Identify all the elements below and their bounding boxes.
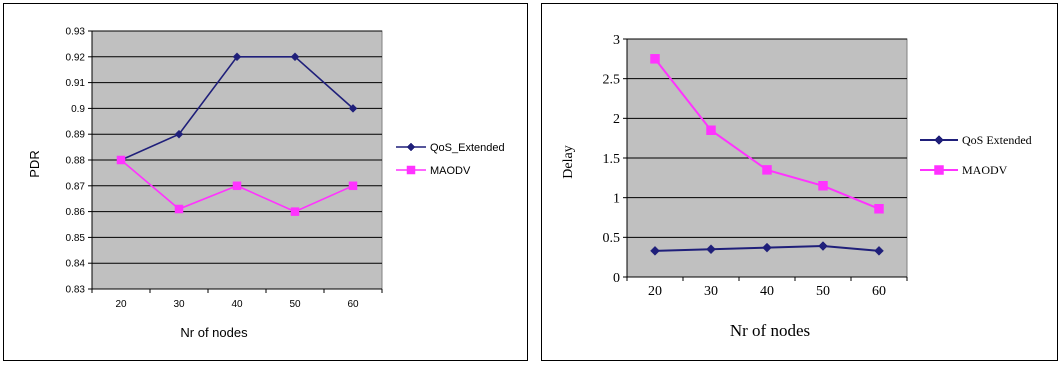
series-qos-extended [116, 52, 358, 165]
data-point [706, 244, 716, 255]
data-point [290, 52, 300, 62]
legend-label: QoS_Extended [430, 142, 505, 154]
legend-marker [934, 165, 944, 175]
y-tick-label: 0.89 [66, 130, 86, 141]
x-tick-label: 60 [347, 299, 359, 310]
data-point [762, 165, 772, 175]
data-point [818, 241, 828, 251]
x-tick-label: 20 [648, 284, 662, 299]
y-tick-label: 0.5 [603, 231, 621, 246]
pdr-chart-panel: 0.83 0.84 0.85 0.86 0.87 0.88 0.89 0.9 0.91 0.92 0… [3, 3, 528, 361]
y-axis-title: PDR [27, 150, 42, 177]
x-tick-label: 20 [115, 299, 127, 310]
series-maodv [650, 54, 884, 214]
delay-chart-panel: 0 0.5 1 1.5 2 2.5 3 20 30 40 50 60 Nr of nodes Delay Q… [541, 3, 1058, 361]
data-point [762, 242, 772, 253]
data-point [874, 245, 884, 256]
y-tick-label: 0.85 [66, 233, 86, 244]
data-point [650, 245, 660, 256]
y-tick-label: 0.86 [66, 207, 86, 218]
data-point [818, 181, 828, 191]
legend-marker [406, 165, 416, 175]
y-tick-label: 1 [613, 192, 620, 207]
y-tick-label: 0.83 [66, 285, 86, 296]
data-point [348, 104, 358, 113]
series-qos-extended [650, 241, 884, 256]
y-axis-title: Delay [561, 145, 576, 178]
data-point [348, 181, 358, 191]
y-tick-label: 0.92 [66, 52, 86, 63]
y-tick-label: 0.84 [66, 259, 86, 270]
y-tick-label: 2.5 [603, 73, 621, 88]
data-point [232, 181, 242, 191]
legend-label: MAODV [962, 163, 1008, 177]
y-tick-label: 1.5 [603, 152, 621, 167]
x-tick-label: 30 [173, 299, 185, 310]
delay-chart: 0 0.5 1 1.5 2 2.5 3 20 30 40 50 60 Nr of nodes Delay Q… [561, 33, 1032, 340]
x-axis-title: Nr of nodes [730, 321, 810, 340]
data-point [290, 207, 300, 216]
data-point [116, 155, 126, 165]
y-tick-label: 0.88 [66, 156, 86, 167]
x-tick-label: 40 [231, 299, 243, 310]
data-point [232, 52, 242, 62]
y-tick-label: 0.91 [66, 78, 86, 89]
y-tick-label: 3 [613, 33, 620, 48]
x-tick-label: 50 [816, 284, 830, 299]
data-point [706, 125, 716, 135]
y-tick-label: 2 [613, 112, 620, 127]
legend-marker [934, 135, 944, 145]
legend-marker [406, 142, 416, 152]
x-axis-title: Nr of nodes [180, 325, 248, 340]
x-tick-label: 30 [704, 284, 718, 299]
y-tick-label: 0 [613, 271, 620, 286]
y-tick-label: 0.9 [71, 104, 85, 115]
legend-label: QoS Extended [962, 133, 1032, 147]
x-tick-label: 60 [872, 284, 886, 299]
legend-label: MAODV [430, 165, 471, 177]
pdr-chart: 0.83 0.84 0.85 0.86 0.87 0.88 0.89 0.9 0.91 0.92 0… [27, 27, 505, 341]
data-point [874, 204, 884, 214]
x-tick-label: 50 [289, 299, 301, 310]
y-tick-label: 0.87 [66, 181, 86, 192]
data-point [174, 129, 184, 139]
y-tick-label: 0.93 [66, 27, 86, 38]
x-tick-label: 40 [760, 284, 774, 299]
series-maodv [116, 155, 358, 216]
data-point [174, 204, 184, 214]
data-point [650, 54, 660, 64]
